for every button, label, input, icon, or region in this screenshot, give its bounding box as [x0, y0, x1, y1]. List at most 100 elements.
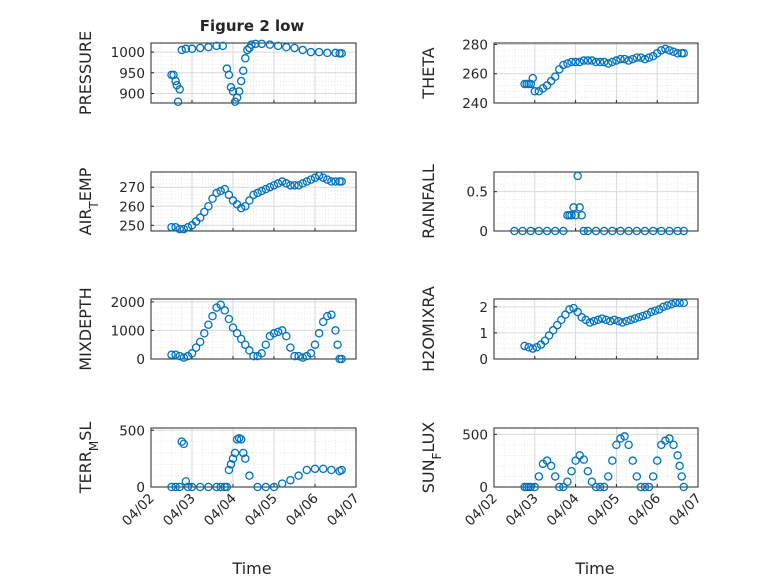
data-point — [327, 310, 336, 319]
data-point — [510, 226, 519, 236]
data-point — [238, 66, 248, 75]
data-point — [204, 482, 213, 492]
data-point — [273, 327, 283, 337]
data-point — [552, 320, 562, 330]
data-point — [573, 171, 582, 181]
data-point — [310, 340, 320, 349]
data-point — [208, 311, 217, 321]
data-point — [661, 44, 670, 54]
data-point — [518, 226, 527, 236]
data-point — [679, 482, 688, 492]
data-point — [238, 448, 248, 458]
data-point — [534, 226, 544, 236]
subplot-air-temp: 250 260 270 AIRTEMP — [76, 167, 357, 235]
data-point — [579, 56, 589, 65]
data-point — [571, 57, 580, 67]
data-point — [665, 226, 674, 236]
data-point — [257, 39, 266, 49]
axes-border — [493, 171, 699, 232]
data-point — [234, 87, 244, 96]
data-point — [601, 315, 611, 325]
data-point — [187, 482, 197, 492]
data-point — [318, 464, 328, 474]
data-point — [526, 226, 535, 236]
axes-frame — [150, 427, 357, 488]
data-point — [679, 48, 688, 58]
data-point — [269, 329, 279, 338]
data-point — [624, 440, 633, 450]
data-point — [175, 482, 184, 492]
data-point — [167, 222, 176, 232]
data-point — [520, 341, 529, 351]
data-point — [526, 482, 535, 492]
data-point — [608, 57, 617, 67]
data-point — [224, 465, 234, 475]
data-point — [599, 226, 609, 236]
data-point — [616, 54, 625, 64]
y-axis-label: THETA — [419, 47, 438, 99]
data-point — [212, 482, 221, 492]
data-point — [286, 475, 295, 485]
data-point — [282, 179, 291, 188]
data-point — [306, 349, 316, 358]
data-point — [236, 334, 246, 344]
data-point — [314, 171, 324, 181]
data-point — [241, 54, 250, 63]
data-point — [314, 47, 324, 57]
subplot-mixdepth: 0 1000 2000 MIXDEPTH — [76, 287, 357, 371]
data-point — [573, 307, 582, 317]
data-point — [245, 471, 254, 480]
data-point — [530, 482, 540, 492]
data-point — [526, 79, 535, 89]
data-point — [630, 314, 640, 323]
data-point — [306, 47, 316, 57]
y-tick-label: 0 — [136, 352, 145, 368]
data-point — [608, 456, 617, 465]
data-point — [675, 298, 684, 308]
subplot-rainfall: 0 0.5 RAINFALL — [419, 164, 699, 240]
data-point — [542, 456, 552, 465]
data-point — [318, 317, 328, 327]
data-point — [550, 226, 560, 236]
data-point — [273, 41, 283, 51]
data-point — [261, 340, 271, 349]
data-point — [665, 434, 674, 443]
data-point — [559, 482, 568, 492]
axes-frame — [493, 427, 699, 488]
data-point — [167, 350, 176, 359]
data-point — [249, 190, 258, 200]
data-point — [310, 173, 320, 182]
x-tick-label: 04/03 — [160, 491, 199, 530]
data-point — [636, 482, 646, 492]
data-point — [571, 456, 580, 465]
data-point — [575, 57, 584, 67]
data-point — [679, 298, 688, 308]
data-point — [565, 305, 574, 314]
data-point — [603, 59, 613, 68]
data-point — [599, 482, 609, 492]
y-tick-label: 0.5 — [467, 185, 488, 201]
data-point — [269, 482, 279, 492]
data-point — [640, 226, 650, 236]
y-tick-label: 260 — [462, 67, 488, 83]
data-point — [204, 320, 213, 329]
data-point — [546, 461, 556, 471]
data-point — [302, 177, 312, 186]
data-point — [323, 48, 332, 58]
data-point — [591, 57, 601, 67]
data-point — [247, 40, 256, 49]
data-point — [323, 175, 332, 184]
data-point — [290, 351, 299, 361]
data-point — [632, 53, 642, 62]
data-point — [577, 211, 586, 220]
data-point — [559, 226, 568, 236]
data-point — [226, 460, 236, 469]
data-point — [675, 461, 684, 471]
data-point — [245, 196, 254, 205]
data-point — [669, 440, 678, 450]
x-tick-label: 04/03 — [503, 491, 542, 530]
y-axis-label: SUNFLUX — [419, 422, 444, 494]
data-point — [195, 43, 205, 53]
